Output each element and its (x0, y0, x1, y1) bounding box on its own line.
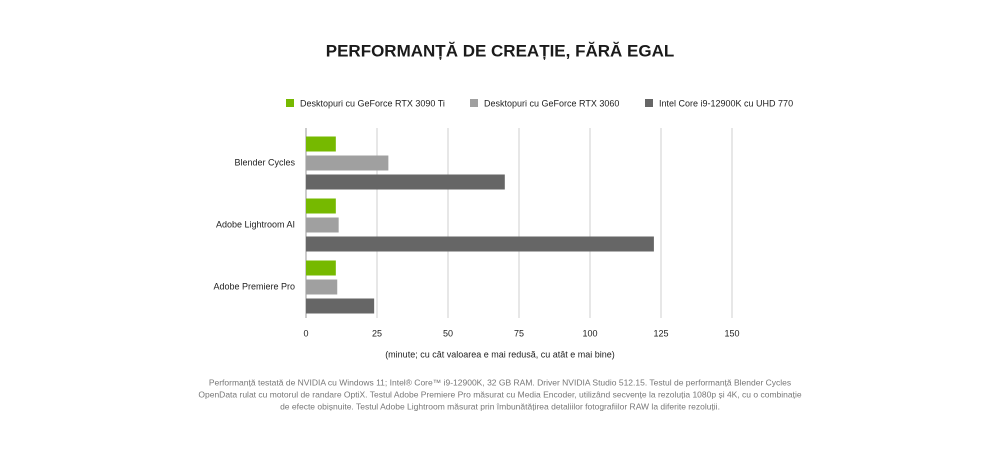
x-tick-label: 150 (724, 328, 739, 338)
legend-label: Desktopuri cu GeForce RTX 3060 (484, 98, 619, 108)
bar (306, 217, 339, 233)
legend-label: Intel Core i9-12900K cu UHD 770 (659, 98, 793, 108)
x-tick-label: 100 (582, 328, 597, 338)
chart-title: PERFORMANȚĂ DE CREAȚIE, FĂRĂ EGAL (326, 41, 675, 60)
footnote: Performanță testată de NVIDIA cu Windows… (209, 377, 791, 387)
x-tick-label: 125 (653, 328, 668, 338)
x-axis-label: (minute; cu cât valoarea e mai redusă, c… (385, 349, 615, 359)
bar (306, 155, 389, 171)
bar (306, 236, 654, 252)
y-tick-label: Adobe Premiere Pro (213, 281, 295, 291)
x-tick-label: 75 (514, 328, 524, 338)
bar (306, 260, 336, 276)
legend-swatch (470, 99, 478, 107)
y-tick-label: Adobe Lightroom AI (216, 219, 295, 229)
x-tick-label: 25 (372, 328, 382, 338)
bar (306, 136, 336, 152)
legend-swatch (645, 99, 653, 107)
bar (306, 174, 505, 190)
y-tick-label: Blender Cycles (234, 157, 295, 167)
bar (306, 279, 338, 295)
footnote: OpenData rulat cu motorul de randare Opt… (198, 389, 801, 399)
legend-label: Desktopuri cu GeForce RTX 3090 Ti (300, 98, 445, 108)
bar (306, 298, 375, 314)
footnote: de efecte obișnuite. Testul Adobe Lightr… (280, 401, 720, 411)
legend-swatch (286, 99, 294, 107)
bar (306, 198, 336, 214)
x-tick-label: 50 (443, 328, 453, 338)
x-tick-label: 0 (303, 328, 308, 338)
